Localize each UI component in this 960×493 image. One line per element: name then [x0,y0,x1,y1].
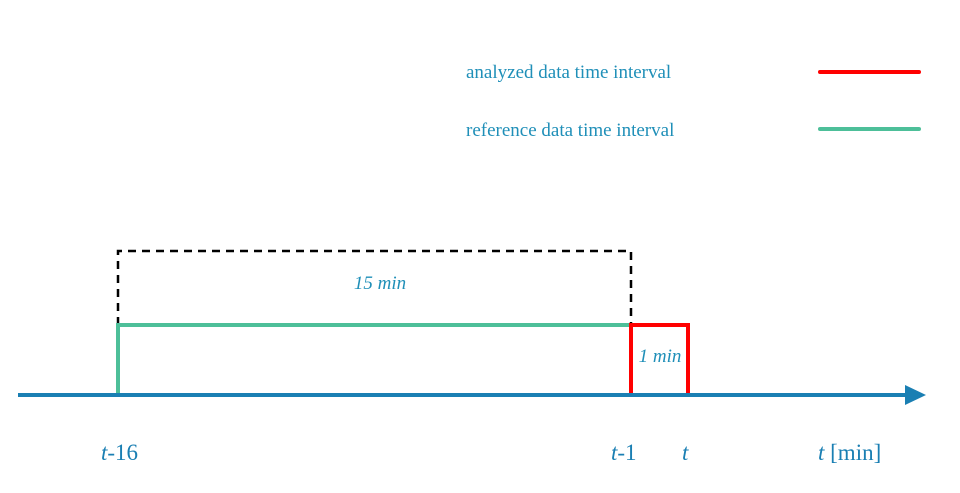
axis-unit-label: t [min] [818,440,881,465]
reference-duration-label: 15 min [354,273,406,294]
tick-label-t-minus-1: t-1 [611,440,637,465]
legend-analyzed-label: analyzed data time interval [466,62,671,83]
legend-reference-label: reference data time interval [466,120,674,141]
tick-label-t: t [682,440,689,465]
reference-interval [116,323,631,395]
analyzed-interval [629,323,690,395]
analyzed-duration-label: 1 min [639,346,682,367]
legend: analyzed data time interval reference da… [466,62,921,141]
tick-label-t-minus-16: t-16 [101,440,138,465]
time-axis-arrowhead [905,385,926,405]
